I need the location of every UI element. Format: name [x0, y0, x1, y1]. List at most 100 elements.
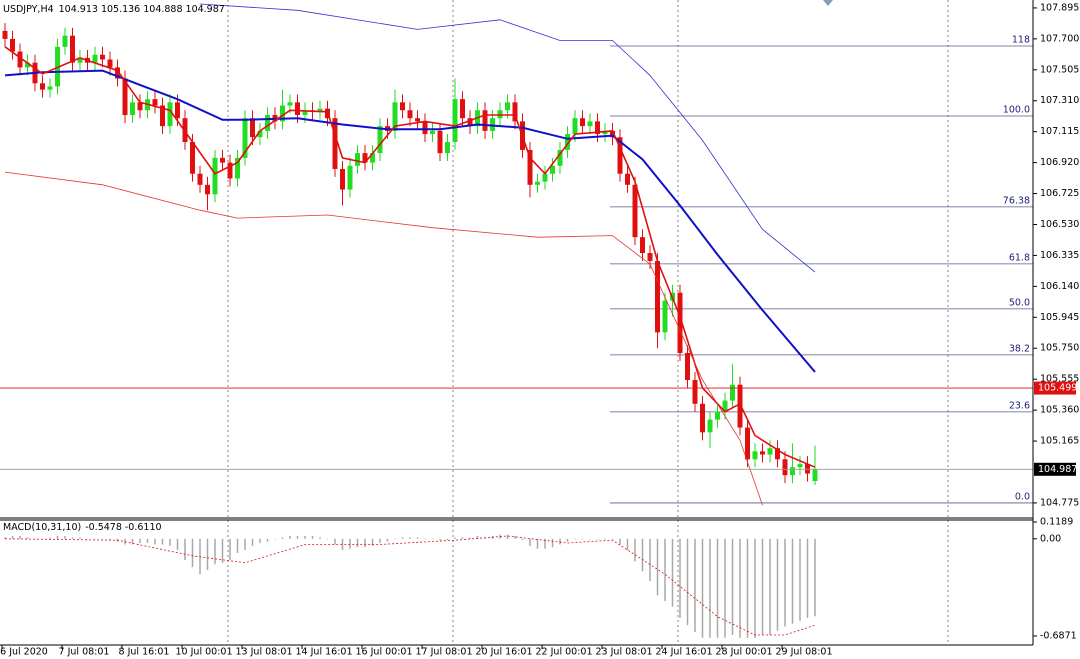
- fib-label: 38.2: [1009, 343, 1030, 354]
- candle-body: [227, 162, 233, 179]
- indicator-line: [199, 3, 816, 273]
- macd-bar: [641, 538, 644, 572]
- y-tick-label: 105.555: [1040, 374, 1079, 385]
- y-tick-label: 107.700: [1040, 33, 1079, 44]
- indicator-line: [4, 171, 763, 506]
- fib-label: 118: [1012, 35, 1030, 46]
- macd-bar: [416, 537, 419, 539]
- candle-body: [70, 35, 75, 63]
- candle-body: [167, 102, 173, 127]
- macd-bar: [191, 538, 194, 568]
- macd-bar: [454, 537, 456, 539]
- y-tick-label: 0.00: [1040, 533, 1061, 544]
- macd-bar: [109, 538, 111, 541]
- candle-body: [130, 102, 135, 116]
- macd-bar: [281, 537, 284, 539]
- fib-label: 61.8: [1009, 252, 1030, 263]
- y-tick-label: 104.775: [1040, 497, 1079, 508]
- macd-bar: [544, 538, 546, 549]
- candle-body: [287, 102, 293, 106]
- candle-body: [62, 35, 68, 47]
- macd-bar: [131, 538, 134, 545]
- y-tick-label: 106.140: [1040, 281, 1079, 292]
- macd-bar: [769, 538, 771, 635]
- macd-bar: [551, 538, 554, 548]
- macd-bar: [754, 538, 756, 638]
- candle-body: [347, 165, 353, 190]
- low: 104.888: [143, 4, 182, 15]
- candle-body: [715, 411, 720, 420]
- candle-body: [122, 78, 128, 116]
- candle-body: [760, 451, 765, 455]
- macd-title: MACD(10,31,10): [3, 522, 81, 533]
- macd-bar: [619, 538, 621, 545]
- candle-body: [527, 149, 533, 185]
- candle-body: [662, 300, 668, 333]
- candle-body: [542, 173, 548, 182]
- x-tick-label: 8 Jul 16:01: [119, 647, 170, 658]
- candle-body: [17, 51, 23, 68]
- x-tick-label: 17 Jul 08:01: [416, 647, 473, 658]
- macd-bar: [709, 538, 711, 638]
- fib-label: 23.6: [1009, 400, 1030, 411]
- macd-bar: [221, 538, 224, 563]
- x-tick-label: 13 Jul 08:01: [236, 647, 293, 658]
- candle-body: [392, 102, 398, 131]
- macd-bar: [401, 537, 404, 539]
- macd-bar: [536, 538, 539, 549]
- macd-bar: [409, 537, 411, 539]
- macd-bar: [229, 538, 231, 561]
- candle-body: [572, 118, 578, 135]
- macd-bar: [671, 538, 674, 607]
- y-tick-label: 106.725: [1040, 188, 1079, 199]
- macd-bar: [716, 538, 719, 638]
- macd-bar: [566, 538, 569, 542]
- candle-body: [332, 118, 338, 169]
- macd-bar: [101, 538, 104, 540]
- candle-body: [640, 237, 645, 254]
- y-tick-label: 107.505: [1040, 64, 1079, 75]
- candle-body: [565, 134, 570, 150]
- candle-body: [460, 99, 465, 119]
- macd-bar: [379, 538, 381, 544]
- macd-bar: [259, 538, 261, 544]
- price-box-label: 105.499: [1038, 383, 1077, 394]
- candle-body: [625, 173, 630, 185]
- macd-bar: [746, 538, 749, 638]
- y-tick-label: 105.360: [1040, 405, 1079, 416]
- candle-body: [647, 253, 653, 261]
- macd-bar: [146, 538, 149, 544]
- macd-bar: [26, 537, 29, 539]
- macd-bar: [701, 538, 704, 638]
- fib-label: 100.0: [1003, 104, 1030, 115]
- macd-bar: [784, 538, 786, 627]
- y-tick-label: 0.1189: [1040, 516, 1073, 527]
- macd-bar: [49, 537, 51, 539]
- macd-bar: [184, 538, 186, 561]
- macd-bar: [274, 538, 276, 540]
- candle-body: [190, 141, 195, 174]
- macd-bar: [139, 538, 141, 544]
- candle-body: [512, 102, 518, 122]
- macd-bar: [296, 535, 299, 539]
- candle-body: [752, 451, 758, 460]
- candle-body: [355, 153, 360, 166]
- candle-body: [400, 102, 405, 111]
- indicator-line: [4, 69, 816, 373]
- macd-bar: [431, 538, 434, 540]
- candle-body: [40, 83, 45, 90]
- macd-bar: [154, 538, 156, 545]
- candle-body: [550, 165, 555, 174]
- candle-body: [377, 126, 383, 154]
- y-tick-label: 107.895: [1040, 2, 1079, 13]
- macd-bar: [649, 538, 651, 582]
- candle-body: [422, 121, 428, 135]
- x-tick-label: 16 Jul 00:01: [356, 647, 413, 658]
- candle-body: [160, 105, 165, 127]
- y-tick-label: 105.945: [1040, 312, 1079, 323]
- y-tick-label: 106.920: [1040, 157, 1079, 168]
- candle-body: [115, 67, 120, 79]
- candle-body: [370, 153, 375, 163]
